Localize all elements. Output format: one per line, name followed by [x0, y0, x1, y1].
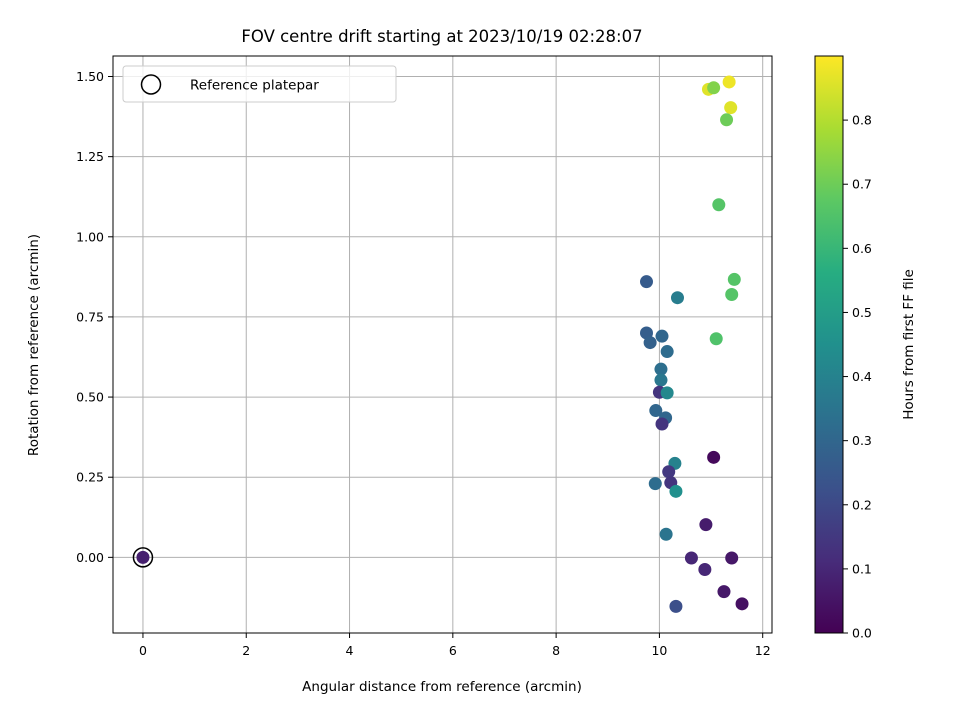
data-point: [654, 362, 668, 376]
colorbar-tick-label: 0.1: [852, 561, 872, 576]
data-point: [720, 113, 734, 127]
data-point: [640, 275, 654, 289]
data-point: [712, 198, 726, 212]
colorbar-label: Hours from first FF file: [901, 269, 917, 420]
data-point: [654, 373, 668, 387]
data-point: [649, 404, 663, 418]
data-point: [722, 75, 736, 89]
x-tick-label: 2: [242, 643, 250, 658]
data-point: [643, 336, 657, 350]
data-point: [707, 450, 721, 464]
data-point: [684, 551, 698, 565]
data-point: [709, 332, 723, 346]
legend-box: [122, 65, 397, 103]
data-point: [669, 484, 683, 498]
chart-title: FOV centre drift starting at 2023/10/19 …: [241, 27, 642, 46]
legend: Reference platepar: [122, 65, 397, 103]
data-point: [669, 599, 683, 613]
colorbar-tick-label: 0.7: [852, 177, 872, 192]
data-point: [648, 477, 662, 491]
data-point: [724, 101, 738, 115]
y-axis-label: Rotation from reference (arcmin): [26, 234, 42, 456]
x-tick-label: 10: [651, 643, 667, 658]
plot-frame: [112, 55, 773, 634]
x-tick-label: 0: [139, 643, 147, 658]
reference-marker: [132, 547, 154, 568]
colorbar-gradient: [814, 55, 844, 634]
data-point: [670, 291, 684, 305]
x-tick-label: 6: [449, 643, 457, 658]
x-tick-label: 12: [755, 643, 771, 658]
colorbar-tick-label: 0.2: [852, 497, 872, 512]
colorbar-tick-label: 0.6: [852, 241, 872, 256]
y-tick-label: 1.25: [76, 149, 104, 164]
colorbar: 0.0 0.1 0.2 0.3 0.4 0.5 0.6 0.7 0.8 Hours from f…: [814, 55, 917, 641]
y-tick-label: 0.75: [76, 309, 104, 324]
x-axis-label: Angular distance from reference (arcmin): [302, 679, 582, 695]
colorbar-tick-label: 0.5: [852, 305, 872, 320]
data-point: [655, 417, 669, 431]
y-tick-label: 0.00: [76, 550, 104, 565]
data-point: [725, 551, 739, 565]
x-tick-label: 4: [346, 643, 354, 658]
data-point: [698, 563, 712, 577]
data-point: [735, 597, 749, 611]
data-point: [662, 465, 676, 479]
data-point: [655, 329, 669, 343]
y-tick-label: 0.50: [76, 390, 104, 405]
colorbar-tick-label: 0.8: [852, 113, 872, 128]
y-tick-label: 0.25: [76, 470, 104, 485]
colorbar-tick-label: 0.3: [852, 433, 872, 448]
data-point: [717, 585, 731, 599]
data-point: [659, 527, 673, 541]
data-point: [699, 518, 713, 532]
legend-reference-label: Reference platepar: [190, 78, 319, 94]
legend-reference-marker: [140, 74, 162, 95]
data-point: [660, 345, 674, 359]
data-point: [727, 272, 741, 286]
colorbar-tick-label: 0.4: [852, 369, 872, 384]
y-tick-label: 1.00: [76, 229, 104, 244]
x-tick-label: 8: [552, 643, 560, 658]
colorbar-tick-label: 0.0: [852, 626, 872, 641]
data-point: [660, 386, 674, 400]
data-point: [136, 550, 150, 564]
data-point: [725, 287, 739, 301]
data-point: [707, 81, 721, 95]
y-tick-label: 1.50: [76, 69, 104, 84]
